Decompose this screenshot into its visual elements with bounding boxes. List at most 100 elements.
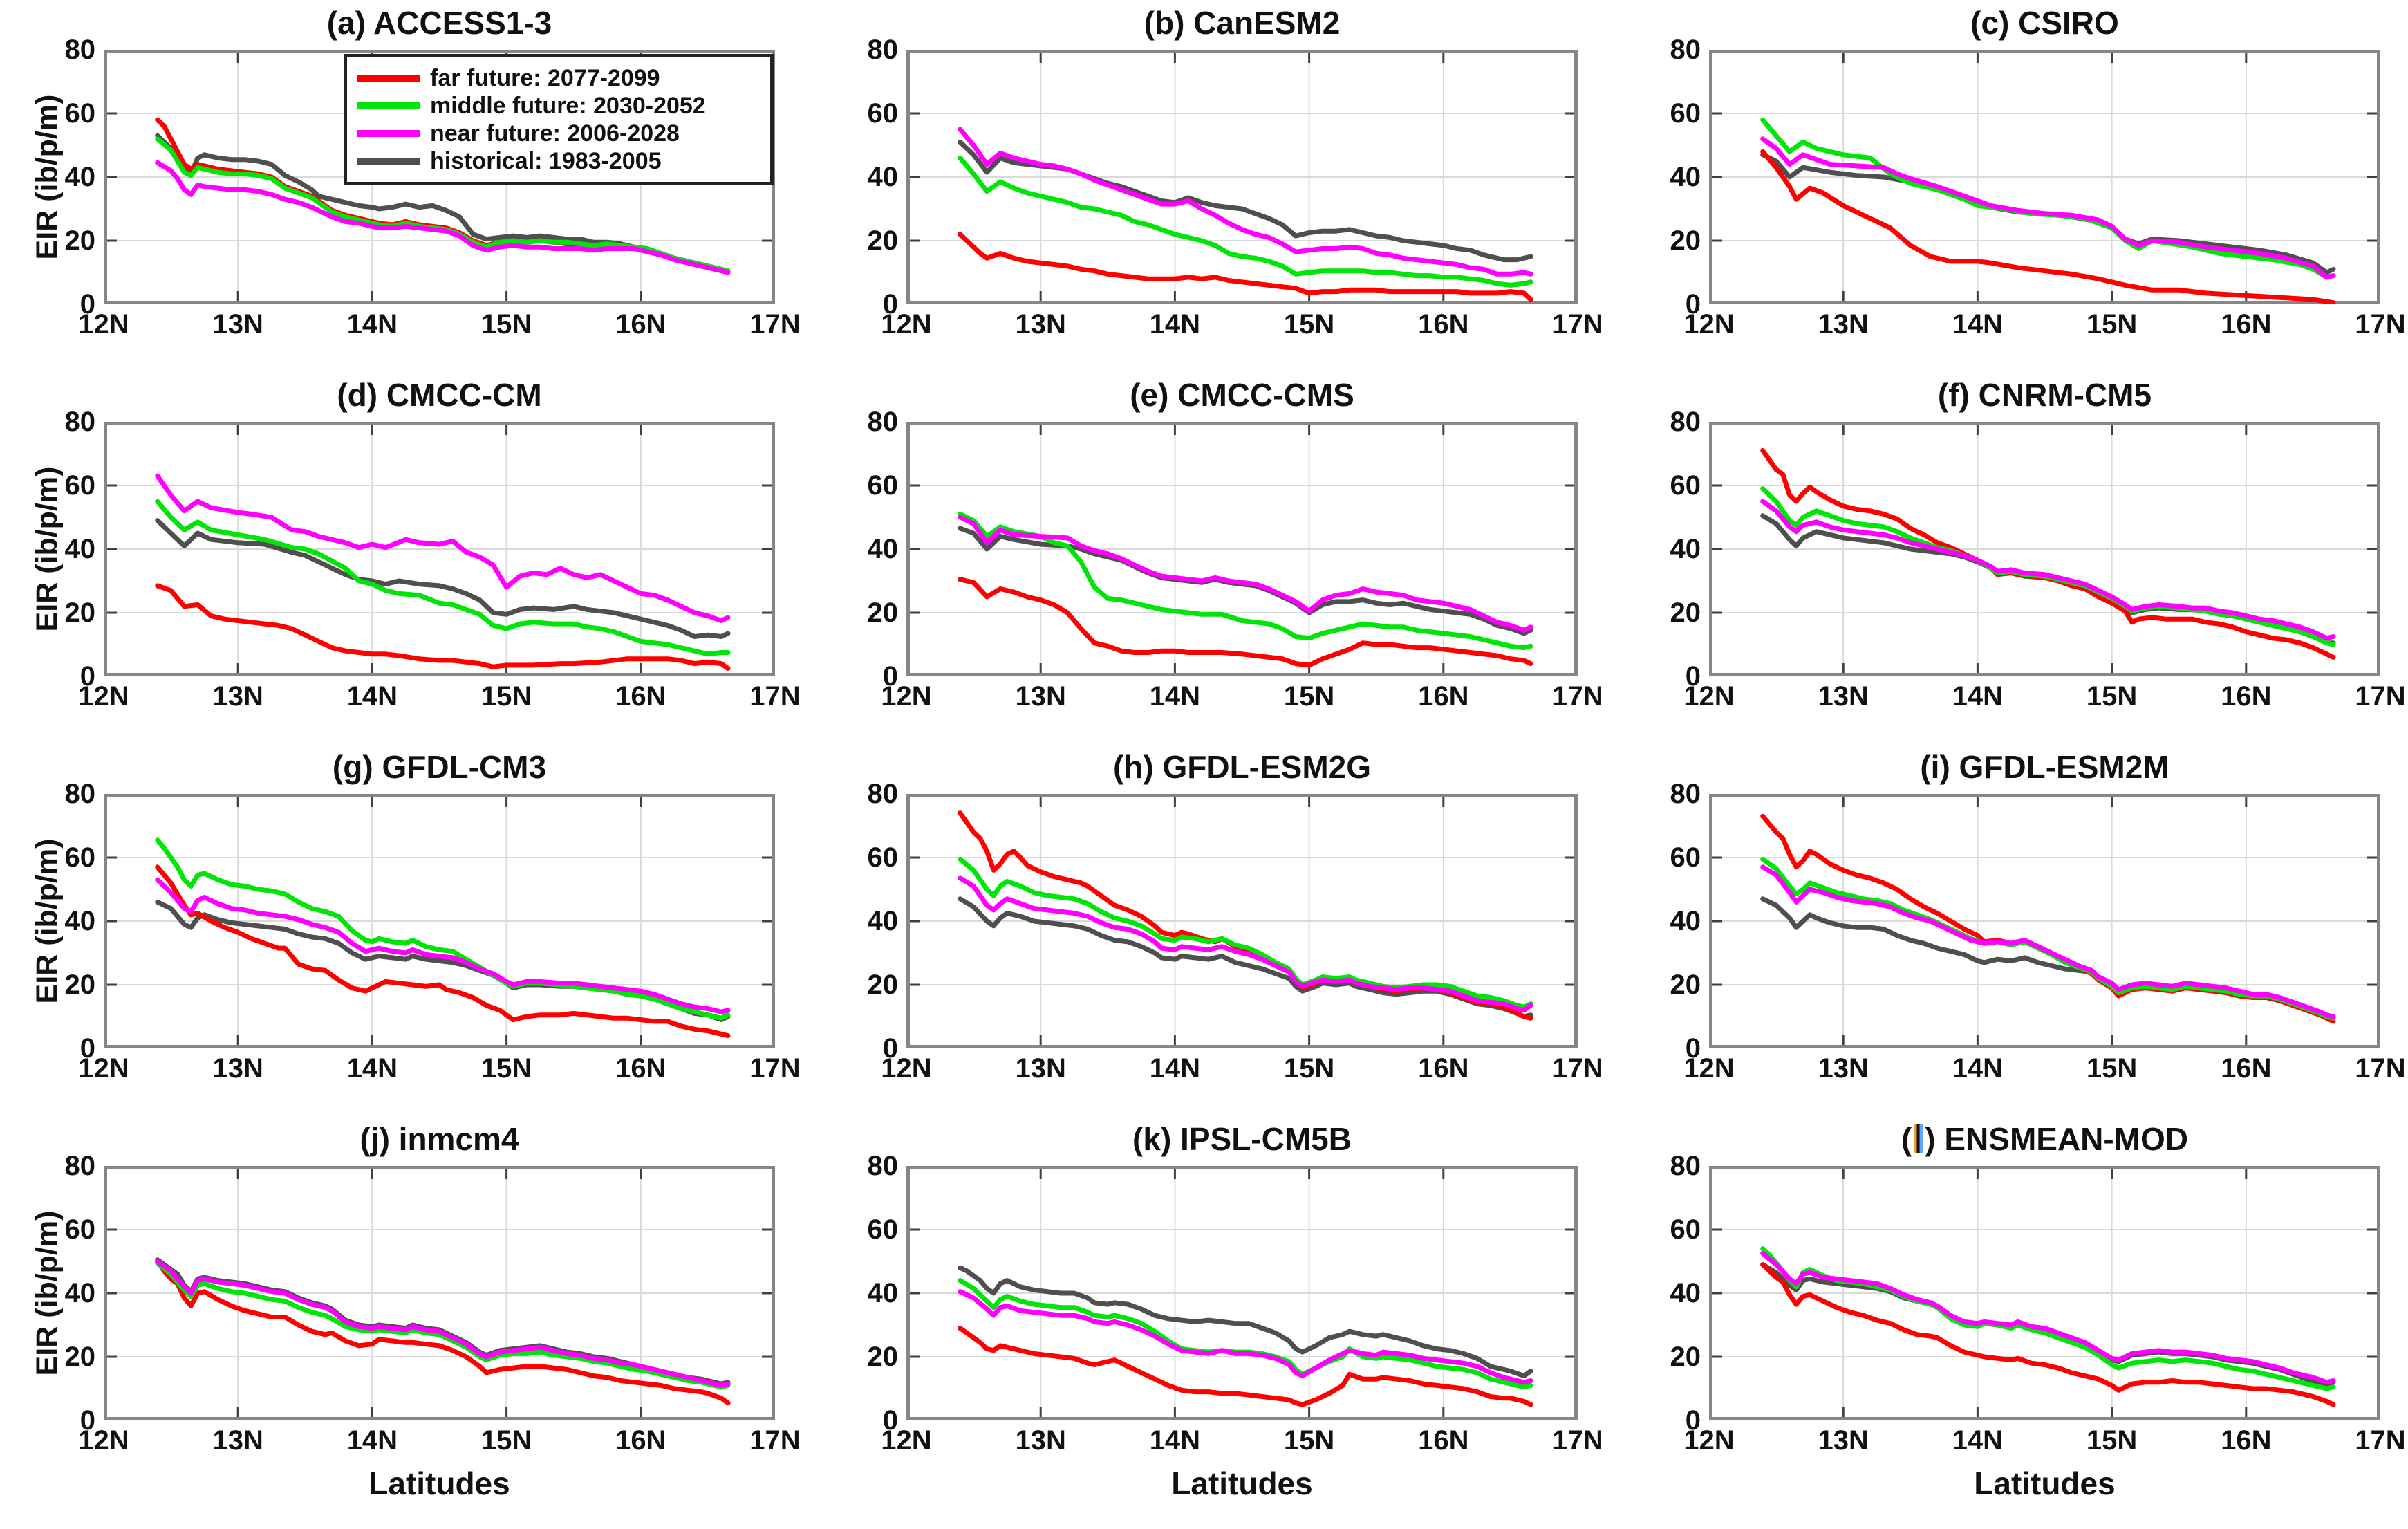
y-tick-label: 20: [867, 970, 899, 1000]
x-tick-label: 15N: [1283, 1425, 1335, 1456]
plot-area-c: [1709, 50, 2380, 304]
y-tick-label: 0: [1685, 1405, 1701, 1436]
series-line-d-0: [155, 518, 731, 639]
x-tick-label: 13N: [1015, 1053, 1066, 1084]
series-line-j-1: [155, 1259, 731, 1406]
x-tick-label: 15N: [480, 681, 532, 712]
series-line-d-2: [155, 499, 731, 657]
subplot-g: (g) GFDL-CM3 EIR (ib/p/m) 0 20 40 60 80 12N 13N 1…: [0, 744, 803, 1116]
cursor-l-glyph: [1914, 1124, 1923, 1153]
legend-label: middle future: 2030-2052: [430, 92, 706, 119]
y-tick-label: 0: [1685, 661, 1701, 692]
subplot-title-i: (i) GFDL-ESM2M: [1920, 749, 2169, 785]
legend-label: far future: 2077-2099: [430, 64, 660, 91]
y-tick-label: 20: [1670, 225, 1701, 256]
subplot-title-f: (f) CNRM-CM5: [1937, 377, 2152, 413]
y-tick-label: 40: [867, 162, 899, 192]
y-tick-label: 80: [1670, 35, 1701, 65]
y-tick-label: 60: [867, 470, 899, 501]
x-tick-label: 12N: [1683, 1425, 1735, 1456]
x-tick-label: 15N: [480, 309, 532, 340]
series-line-g-2: [155, 837, 731, 1021]
series-line-k-1: [958, 1326, 1533, 1407]
x-tick-label: 17N: [2355, 1053, 2406, 1084]
series-line-j-3: [155, 1259, 731, 1388]
y-tick-label: 80: [1670, 1151, 1701, 1181]
y-tick-label: 20: [64, 970, 96, 1000]
y-tick-label: 0: [882, 1405, 898, 1436]
series-line-i-1: [1760, 813, 2336, 1024]
y-tick-label: 60: [1670, 1214, 1701, 1245]
x-tick-label: 12N: [881, 1053, 932, 1084]
x-tick-label: 16N: [615, 681, 666, 712]
x-tick-label: 16N: [2221, 681, 2272, 712]
subplot-title-c: (c) CSIRO: [1970, 5, 2119, 41]
x-tick-label: 14N: [1149, 1053, 1201, 1084]
y-tick-label: 80: [867, 35, 899, 65]
x-tick-label: 15N: [2086, 1053, 2138, 1084]
series-line-b-3: [958, 127, 1533, 277]
y-tick-label: 80: [1670, 779, 1701, 809]
series-line-j-2: [155, 1260, 731, 1390]
y-tick-label: 0: [80, 1405, 95, 1436]
y-tick-label: 60: [64, 842, 96, 873]
axes-frame: [104, 794, 775, 1048]
axes-frame: [1709, 422, 2380, 676]
series-line-l-3: [1760, 1251, 2336, 1385]
x-tick-label: 14N: [1952, 1425, 2004, 1456]
series-line-g-1: [155, 864, 731, 1039]
subplot-title-a: (a) ACCESS1-3: [326, 5, 552, 41]
plot-area-b: [906, 50, 1578, 304]
x-tick-label: 16N: [2221, 309, 2272, 340]
y-tick-label: 20: [1670, 970, 1701, 1000]
plot-area-d: [104, 422, 775, 676]
subplot-title-b: (b) CanESM2: [1144, 5, 1341, 41]
y-tick-label: 40: [1670, 534, 1701, 564]
axes-frame: [1709, 794, 2380, 1048]
x-tick-label: 15N: [480, 1053, 532, 1084]
y-tick-label: 60: [867, 98, 899, 129]
y-tick-label: 40: [64, 534, 96, 564]
series-line-d-1: [155, 583, 731, 671]
legend-item: near future: 2006-2028: [357, 120, 760, 147]
axes-frame: [1709, 1166, 2380, 1420]
plot-canvas-e: [906, 422, 1578, 676]
y-tick-label: 40: [64, 906, 96, 936]
y-tick-label: 20: [1670, 1342, 1701, 1372]
x-tick-label: 15N: [2086, 681, 2138, 712]
y-tick-label: 60: [1670, 470, 1701, 501]
series-line-k-0: [958, 1265, 1533, 1379]
subplot-i: (i) GFDL-ESM2M 0 20 40 60 80 12N 13N 14N 15N 16N 17…: [1605, 744, 2408, 1116]
y-tick-label: 80: [64, 407, 96, 437]
legend-swatch-historical: [357, 158, 420, 165]
y-tick-label: 0: [1685, 1033, 1701, 1064]
x-tick-label: 13N: [1818, 681, 1869, 712]
x-tick-label: 12N: [78, 1053, 129, 1084]
series-line-g-3: [155, 877, 731, 1014]
axes-frame: [906, 794, 1578, 1048]
legend-swatch-middle-future: [357, 102, 420, 109]
x-tick-label: 13N: [212, 309, 263, 340]
x-tick-label: 15N: [1283, 1053, 1335, 1084]
x-axis-label: Latitudes: [368, 1465, 510, 1501]
series-line-f-2: [1760, 486, 2336, 647]
y-tick-label: 40: [867, 534, 899, 564]
series-line-f-3: [1760, 499, 2336, 641]
plot-area-f: [1709, 422, 2380, 676]
x-tick-label: 15N: [2086, 1425, 2138, 1456]
axes-frame: [1709, 50, 2380, 304]
series-line-g-0: [155, 899, 731, 1023]
x-tick-label: 17N: [749, 681, 801, 712]
subplot-title-j: (j) inmcm4: [360, 1121, 519, 1157]
x-tick-label: 16N: [615, 1425, 666, 1456]
x-tick-label: 17N: [749, 309, 801, 340]
y-tick-label: 0: [882, 1033, 898, 1064]
y-tick-label: 80: [867, 1151, 899, 1181]
plot-canvas-k: [906, 1166, 1578, 1420]
subplot-title-d: (d) CMCC-CM: [337, 377, 542, 413]
axes-frame: [104, 1166, 775, 1420]
x-tick-label: 13N: [212, 681, 263, 712]
legend-item: middle future: 2030-2052: [357, 92, 760, 120]
y-tick-label: 0: [882, 289, 898, 319]
